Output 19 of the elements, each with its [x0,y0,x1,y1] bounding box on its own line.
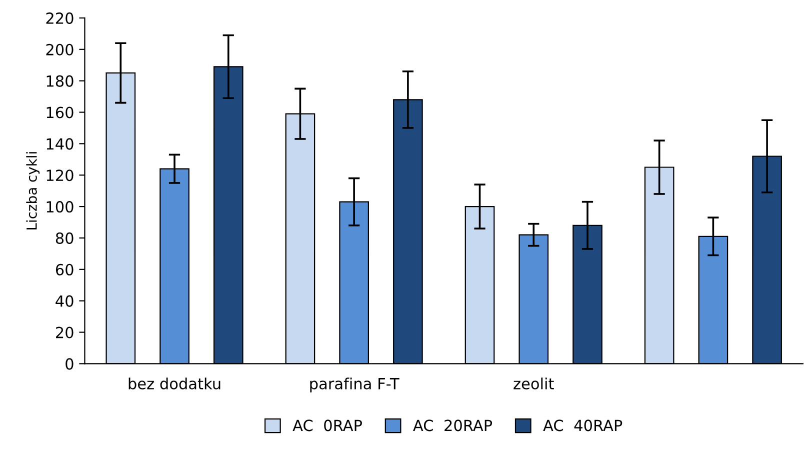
y-tick-label: 160 [46,106,74,118]
legend-label: AC 20RAP [413,420,492,432]
y-tick-label: 180 [46,75,74,87]
y-tick-label: 40 [56,295,74,307]
legend-label: AC 0RAP [292,420,362,432]
legend-label: AC 40RAP [543,420,622,432]
x-tick-label: parafina F-T [310,378,400,392]
y-tick-label: 20 [56,326,74,338]
y-tick-label: 0 [66,358,74,370]
x-tick-label: zeolit [514,378,554,390]
x-tick-label: bez dodatku [128,378,220,390]
y-tick-label: 60 [56,264,74,276]
y-tick-label: 100 [46,201,74,213]
y-tick-label: 220 [46,12,74,24]
y-tick-label: 80 [56,232,74,244]
y-axis-title: Liczba cykli [26,152,40,230]
y-tick-label: 200 [46,44,74,56]
y-tick-label: 120 [46,170,74,182]
y-tick-label: 140 [46,138,74,150]
